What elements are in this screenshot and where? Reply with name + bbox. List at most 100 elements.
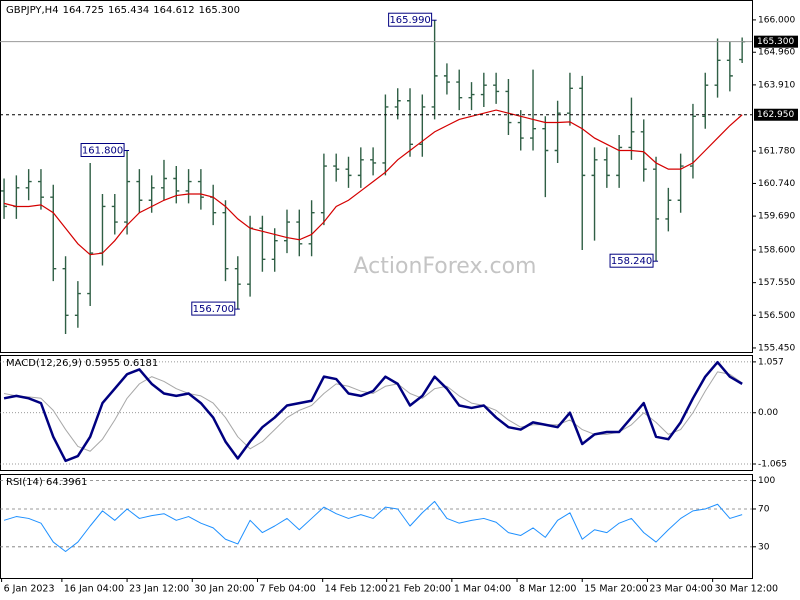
annotation-box <box>191 301 236 316</box>
ohlc-bar <box>160 159 167 201</box>
y-tick-label: -1.065 <box>758 459 787 469</box>
x-tick-label: 23 Jan 12:00 <box>129 584 189 595</box>
x-tick-label: 30 Jan 20:00 <box>194 584 254 595</box>
ohlc-bar <box>333 153 340 182</box>
ohlc-bar <box>566 72 573 126</box>
watermark: ActionForex.com <box>354 254 537 279</box>
y-tick-label: 100 <box>758 476 775 486</box>
ohlc-bar <box>124 150 131 235</box>
ohlc-bar <box>394 88 401 120</box>
price-label: 162.950 <box>757 110 794 120</box>
y-tick-label: 156.500 <box>758 311 795 321</box>
header-value: 164.725 <box>63 5 104 16</box>
ohlc-bar <box>320 153 327 226</box>
annotation-label: 161.800 <box>82 146 123 157</box>
y-tick-label: 160.740 <box>758 179 795 189</box>
ohlc-bar <box>308 200 315 257</box>
ohlc-bar <box>271 228 278 272</box>
y-tick-label: 157.550 <box>758 278 795 288</box>
indicator-line <box>3 500 743 553</box>
x-tick-label: 14 Feb 12:00 <box>325 584 387 595</box>
ohlc-bar <box>99 194 106 266</box>
annotation-label: 165.990 <box>389 15 430 26</box>
x-tick-label: 7 Feb 04:00 <box>259 584 315 595</box>
ohlc-bar <box>579 75 586 251</box>
ohlc-bar <box>419 94 426 157</box>
ohlc-bar <box>456 69 463 111</box>
y-tick-label: 163.910 <box>758 80 795 90</box>
ohlc-bar <box>222 200 229 282</box>
ohlc-bar <box>628 97 635 160</box>
x-tick-label: 6 Jan 2023 <box>4 584 55 595</box>
ohlc-bar <box>530 69 537 151</box>
ohlc-bar <box>665 187 672 232</box>
y-tick-label: 1.057 <box>758 357 784 367</box>
panel-title: RSI(14) 64.3961 <box>6 477 87 488</box>
x-tick-label: 30 Mar 12:00 <box>715 584 778 595</box>
ohlc-bar <box>591 147 598 241</box>
panel-border <box>0 474 753 579</box>
ohlc-bar <box>702 72 709 129</box>
ohlc-bar <box>185 169 192 204</box>
ohlc-bar <box>714 38 721 98</box>
annotation-box <box>388 12 433 27</box>
ohlc-bar <box>382 94 389 176</box>
y-tick-label: 161.780 <box>758 147 795 157</box>
y-tick-label: 155.450 <box>758 343 795 353</box>
header-value: 164.612 <box>153 5 194 16</box>
ohlc-bar <box>136 169 143 213</box>
ohlc-bar <box>87 162 94 306</box>
price-label-box <box>754 35 798 48</box>
ohlc-bar <box>505 78 512 135</box>
ohlc-bar <box>296 209 303 257</box>
y-tick-label: 0.00 <box>758 408 778 418</box>
header-value: 165.300 <box>199 5 240 16</box>
header-value: 165.434 <box>108 5 149 16</box>
price-label: 165.300 <box>757 37 794 47</box>
ohlc-bar <box>480 72 487 107</box>
ohlc-bar <box>283 209 290 254</box>
ohlc-bar <box>616 134 623 188</box>
ohlc-bar <box>1 178 8 219</box>
ohlc-bar <box>50 184 57 282</box>
annotation-label: 156.700 <box>193 304 234 315</box>
indicator-line <box>3 360 743 463</box>
y-tick-label: 30 <box>758 542 770 552</box>
ohlc-bar <box>25 169 32 201</box>
price-label-box <box>754 108 798 121</box>
x-tick-label: 8 Mar 12:00 <box>519 584 576 595</box>
x-tick-label: 1 Mar 04:00 <box>454 584 511 595</box>
y-tick-label: 70 <box>758 504 770 514</box>
panel-border <box>0 0 753 353</box>
y-tick-label: 164.960 <box>758 48 795 58</box>
ohlc-bar <box>259 215 266 272</box>
ohlc-bar <box>554 100 561 163</box>
ohlc-bar <box>197 169 204 210</box>
ohlc-bar <box>370 147 377 176</box>
ohlc-bar <box>726 41 733 92</box>
annotation-label: 158.240 <box>611 256 652 267</box>
ohlc-bar <box>443 63 450 95</box>
panel-title: MACD(12,26,9) 0.5955 0.6181 <box>6 358 158 369</box>
ohlc-bar <box>173 166 180 204</box>
x-tick-label: 23 Mar 04:00 <box>649 584 712 595</box>
ohlc-bar <box>407 88 414 157</box>
y-tick-label: 159.690 <box>758 212 795 222</box>
y-tick-label: 158.600 <box>758 246 795 256</box>
ohlc-bar <box>111 194 118 235</box>
ohlc-bar <box>62 256 69 334</box>
ohlc-bar <box>210 184 217 226</box>
ohlc-bar <box>37 169 44 210</box>
indicator-line <box>3 371 743 452</box>
annotation-box <box>80 143 125 158</box>
ohlc-bar <box>357 147 364 188</box>
chart-header: GBPJPY,H4 164.725 165.434 164.612 165.300 <box>6 5 240 16</box>
ohlc-bar <box>345 156 352 188</box>
x-tick-label: 16 Jan 04:00 <box>64 584 124 595</box>
annotation-box <box>609 253 654 268</box>
x-tick-label: 15 Mar 20:00 <box>584 584 647 595</box>
ohlc-bar <box>234 256 241 310</box>
ohlc-bar <box>640 119 647 182</box>
ohlc-bar <box>689 103 696 179</box>
